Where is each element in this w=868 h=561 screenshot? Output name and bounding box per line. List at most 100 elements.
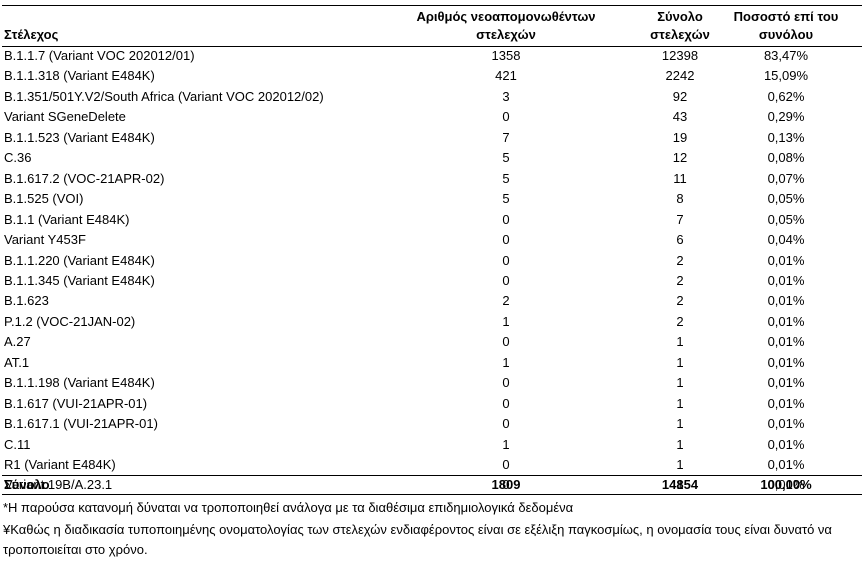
header-cell: Σύνολο στελεχών <box>650 9 710 42</box>
table-cell: 0 <box>502 232 510 248</box>
table-cell: 1809 <box>491 477 521 492</box>
table-cell: Σύνολο <box>4 477 50 492</box>
table-cell: 0 <box>502 272 510 288</box>
table-cell: 0,04% <box>767 232 805 248</box>
table-cell: 0,29% <box>767 109 805 125</box>
table-cell: 0,01% <box>767 375 805 391</box>
table-cell: 0,01% <box>767 477 805 493</box>
table-cell: 1 <box>502 313 510 329</box>
table-cell: 0,05% <box>767 211 805 227</box>
footnote: *Η παρούσα κατανομή δύναται να τροποποιη… <box>3 500 574 515</box>
table-cell: 92 <box>672 88 688 104</box>
table-cell: 0 <box>502 477 510 493</box>
table-cell: AT.1 <box>4 354 30 370</box>
table-cell: B.1.1.318 (Variant E484K) <box>4 68 155 84</box>
table-cell: 15,09% <box>763 68 809 84</box>
table-cell: 0,01% <box>767 354 805 370</box>
table-cell: 1 <box>676 457 684 472</box>
table-cell: 1 <box>676 436 684 452</box>
header-cell: Ποσοστό επί του συνόλου <box>733 9 839 42</box>
table-cell: 12398 <box>661 48 699 63</box>
table-cell: B.1.1.220 (Variant E484K) <box>4 252 155 268</box>
table-cell: 14854 <box>661 477 699 492</box>
rule <box>2 475 862 476</box>
table-cell: B.1.617.1 (VUI-21APR-01) <box>4 416 158 432</box>
table-cell: 5 <box>502 191 510 207</box>
table-cell: B.1.617.2 (VOC-21APR-02) <box>4 170 165 186</box>
table-cell: 100,00% <box>760 477 812 492</box>
table-cell: 5 <box>502 170 510 186</box>
header-cell: Στέλεχος <box>4 27 59 42</box>
table-cell: 0,01% <box>767 457 805 472</box>
table-cell: 2 <box>676 293 684 309</box>
table-cell: 0,62% <box>767 88 805 104</box>
table-cell: 43 <box>672 109 688 125</box>
table-cell: 83,47% <box>763 48 809 63</box>
table-cell: 1 <box>676 354 684 370</box>
rule <box>2 494 862 495</box>
table-cell: 1 <box>676 334 684 350</box>
table-cell: C.11 <box>4 436 31 452</box>
table-cell: 0,01% <box>767 293 805 309</box>
table-cell: 2 <box>676 252 684 268</box>
table-cell: 0,07% <box>767 170 805 186</box>
table-cell: 1 <box>676 416 684 432</box>
table-cell: B.1.525 (VOI) <box>4 191 84 207</box>
table-cell: 0,01% <box>767 395 805 411</box>
table-cell: B.1.623 <box>4 293 49 309</box>
table-cell: 8 <box>676 191 684 207</box>
table-cell: 1358 <box>491 48 521 63</box>
table-cell: 1 <box>502 436 510 452</box>
table-cell: 1 <box>676 477 684 493</box>
table-cell: 0 <box>502 211 510 227</box>
table-cell: 0,01% <box>767 436 805 452</box>
table-cell: 0,01% <box>767 416 805 432</box>
table-cell: R1 (Variant E484K) <box>4 457 116 472</box>
table-cell: 19 <box>672 129 688 145</box>
table-cell: B.1.1.345 (Variant E484K) <box>4 272 155 288</box>
table-cell: 0 <box>502 457 510 472</box>
table-cell: 7 <box>676 211 684 227</box>
table-cell: 12 <box>672 150 688 166</box>
table-cell: P.1.2 (VOC-21JAN-02) <box>4 313 136 329</box>
table-cell: 1 <box>502 354 510 370</box>
table-cell: 7 <box>502 129 510 145</box>
table-cell: 0 <box>502 109 510 125</box>
table-cell: 0 <box>502 334 510 350</box>
table-cell: 2 <box>502 293 510 309</box>
table-cell: 1 <box>676 395 684 411</box>
table-cell: 0 <box>502 416 510 432</box>
header-cell: Αριθμός νεοαπομονωθέντων στελεχών <box>416 9 596 42</box>
table-cell: 2 <box>676 272 684 288</box>
table-cell: B.1.1 (Variant E484K) <box>4 211 130 227</box>
table-cell: B.1.351/501Y.V2/South Africa (Variant VO… <box>4 88 324 104</box>
table-cell: 0,08% <box>767 150 805 166</box>
table-cell: C.36 <box>4 150 32 166</box>
table-cell: 421 <box>495 68 517 84</box>
table-cell: 11 <box>673 170 687 186</box>
table-cell: B.1.1.7 (Variant VOC 202012/01) <box>4 48 195 63</box>
table-cell: Variant SGeneDelete <box>4 109 126 125</box>
table-cell: 0,13% <box>767 129 805 145</box>
table-cell: 0,01% <box>767 272 805 288</box>
table-cell: 1 <box>676 375 684 391</box>
table-cell: 0,05% <box>767 191 805 207</box>
table-cell: B.1.1.523 (Variant E484K) <box>4 129 155 145</box>
table-cell: 0 <box>502 252 510 268</box>
table-cell: B.1.1.198 (Variant E484K) <box>4 375 155 391</box>
table-cell: 0,01% <box>767 334 805 350</box>
table-cell: 0,01% <box>767 252 805 268</box>
table-cell: 5 <box>502 150 510 166</box>
table-cell: B.1.617 (VUI-21APR-01) <box>4 395 148 411</box>
table-cell: 0,01% <box>767 313 805 329</box>
table-cell: 3 <box>502 88 510 104</box>
table-cell: 2242 <box>665 68 695 84</box>
table-cell: A.27 <box>4 334 31 350</box>
table-cell: Variant Y453F <box>4 232 86 248</box>
table-cell: Variant 19B/A.23.1 <box>4 477 113 493</box>
rule <box>2 46 862 47</box>
table-cell: 2 <box>676 313 684 329</box>
footnote: ¥Καθώς η διαδικασία τυποποιημένης ονοματ… <box>3 522 832 557</box>
rule <box>2 5 862 6</box>
